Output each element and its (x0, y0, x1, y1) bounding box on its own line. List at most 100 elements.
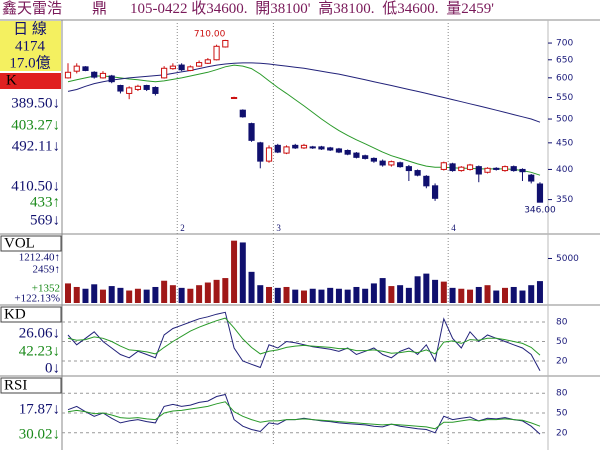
volume-bar (143, 289, 150, 303)
candle-body (82, 66, 89, 71)
candle-body (230, 97, 238, 100)
header-bar (0, 0, 600, 20)
candle-body (405, 166, 412, 172)
indicator-line (67, 64, 541, 176)
indicator-line (67, 393, 541, 435)
volume-bar (178, 287, 185, 303)
header-line: 鑫天雷浩 鼎 105-0422 收34600. 開38100' 高38100. … (2, 0, 494, 17)
candle-body (196, 62, 203, 67)
candle-body (510, 166, 517, 172)
x-tick-label: 2 (180, 223, 185, 233)
kd-label: KD (4, 306, 26, 322)
volume-bar (327, 287, 334, 303)
y-tick-label: 650 (556, 55, 573, 65)
candle-body (143, 85, 150, 90)
candle-body (362, 155, 369, 159)
volume-bar (423, 273, 430, 303)
candle-body (161, 67, 168, 79)
volume-bar (449, 287, 456, 303)
count: 4174 (15, 38, 46, 54)
candle-body (536, 183, 544, 203)
candle-body (423, 175, 430, 187)
volume-bar (126, 290, 133, 303)
quote-date: 105-0422 (130, 1, 188, 17)
candle-body (222, 39, 229, 48)
volume-bar (467, 289, 474, 303)
amount: 17.0億 (9, 54, 50, 71)
candle-body (414, 170, 421, 176)
volume-bar (257, 285, 264, 303)
y-tick-label: 20 (556, 428, 568, 438)
candle-body (213, 45, 220, 61)
candle-body (64, 71, 72, 79)
vol-value: +122.13% (14, 293, 60, 305)
volume-bar (405, 287, 412, 303)
volume-bar (493, 290, 500, 303)
volume-bar (335, 288, 342, 303)
candle-body (388, 161, 395, 166)
kd-value: 0↓ (45, 360, 60, 376)
candle-body (344, 149, 351, 155)
indicator-line (67, 317, 541, 356)
indicator-line (67, 401, 541, 430)
volume-bar (353, 286, 360, 303)
volume-bar (309, 288, 316, 303)
candle-body (379, 160, 386, 166)
candle-body (309, 146, 316, 149)
volume-bar (300, 290, 307, 303)
annotation: 346.00 (524, 206, 556, 216)
candle-body (335, 148, 343, 153)
y-tick-label: 350 (556, 195, 573, 205)
volume-bar (65, 283, 71, 303)
candle-body (449, 163, 456, 172)
volume-bar (510, 286, 517, 303)
y-tick-label: 700 (556, 39, 573, 49)
y-tick-label: 400 (556, 165, 573, 175)
volume-bar (432, 279, 439, 303)
y-tick-label: 5000 (556, 254, 579, 264)
volume-bar (397, 285, 404, 303)
y-tick-label: 50 (556, 337, 568, 347)
volume-total: 量2459' (446, 1, 494, 17)
open-price: 開38100' (255, 1, 311, 17)
k-value: 410.50↓ (11, 178, 60, 194)
volume-bar (82, 288, 89, 303)
volume-bar (502, 287, 508, 303)
y-tick-label: 80 (556, 389, 568, 399)
vol-value: 2459↑ (33, 264, 61, 276)
y-tick-label: 450 (556, 138, 573, 148)
k-value: 403.27↓ (11, 117, 60, 133)
candle-body (187, 66, 194, 71)
volume-bar (169, 285, 176, 303)
candle-body (318, 146, 325, 150)
k-value: 569↓ (30, 212, 60, 228)
x-tick-label: 4 (451, 223, 456, 233)
candle-body (484, 167, 491, 173)
candle-body (134, 85, 142, 90)
candle-body (327, 147, 334, 151)
volume-bar (370, 283, 377, 303)
k-box (0, 73, 61, 89)
volume-bar (484, 285, 491, 303)
rsi-value: 17.87↓ (19, 401, 60, 417)
volume-bar (528, 285, 535, 303)
rsi-value: 30.02↓ (19, 426, 60, 442)
volume-bar (73, 286, 80, 303)
volume-bar (458, 288, 465, 303)
k-value: 389.50↓ (11, 95, 60, 111)
annotation: 710.00 (194, 29, 226, 39)
volume-bar (117, 287, 124, 303)
volume-bar (91, 284, 98, 303)
candle-body (178, 64, 185, 71)
x-tick-label: 3 (276, 223, 281, 233)
y-tick-label: 50 (556, 409, 568, 419)
volume-bar (388, 286, 395, 303)
volume-bar (536, 281, 543, 303)
volume-bar (519, 290, 526, 303)
candle-body (274, 144, 281, 153)
volume-bar (231, 240, 238, 303)
candle-body (528, 174, 535, 182)
stock-mark: 鼎 (92, 0, 107, 17)
volume-bar (292, 289, 299, 303)
